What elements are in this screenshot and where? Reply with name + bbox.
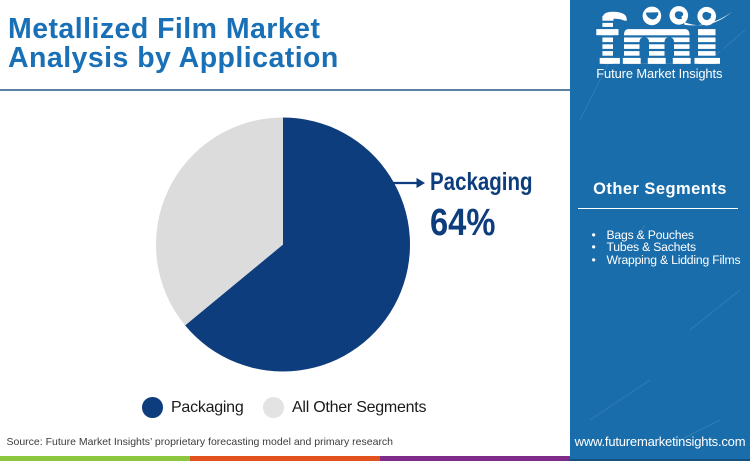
svg-text:Future Market Insights: Future Market Insights	[596, 66, 722, 81]
